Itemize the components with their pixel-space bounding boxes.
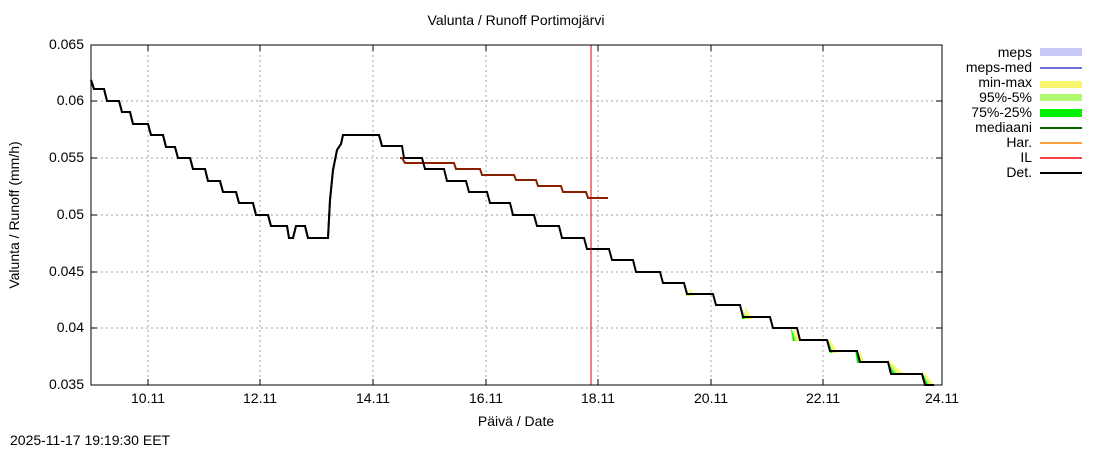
x-tick-label: 10.11 <box>131 390 165 406</box>
legend-swatches <box>1040 48 1082 174</box>
x-tick-label: 22.11 <box>806 390 840 406</box>
legend-label-min-max: min-max <box>978 74 1032 90</box>
il-series <box>400 157 608 199</box>
legend-label-95-5: 95%-5% <box>979 89 1032 105</box>
legend-label-il: IL <box>1020 149 1032 165</box>
legend-label-meps-med: meps-med <box>965 59 1032 75</box>
y-tick-label: 0.035 <box>48 376 84 392</box>
plot-frame <box>90 44 943 386</box>
x-tick-label: 24.11 <box>925 390 959 406</box>
y-tick-label: 0.055 <box>48 149 84 165</box>
legend-label-75-25: 75%-25% <box>971 104 1032 120</box>
y-axis-label: Valunta / Runoff (mm/h) <box>6 141 22 289</box>
legend-label-mediaani: mediaani <box>975 119 1032 135</box>
y-tick-label: 0.06 <box>56 92 84 108</box>
timestamp: 2025-11-17 19:19:30 EET <box>10 432 171 448</box>
legend-swatch-meps <box>1040 48 1082 56</box>
x-axis-label: Päivä / Date <box>477 413 555 429</box>
y-tick-label: 0.04 <box>56 319 84 335</box>
y-tick-label: 0.045 <box>48 263 84 279</box>
legend-label-det: Det. <box>1006 164 1032 180</box>
mediaani-series <box>90 79 400 239</box>
x-tick-label: 20.11 <box>694 390 728 406</box>
legend-label-har: Har. <box>1006 134 1032 150</box>
ensemble-bands <box>684 284 934 385</box>
x-tick-label: 14.11 <box>356 390 390 406</box>
legend-swatch-min-max <box>1040 81 1082 88</box>
y-tick-label: 0.065 <box>48 36 84 52</box>
grid <box>91 45 942 385</box>
det-series <box>90 79 934 386</box>
y-tick-label: 0.05 <box>56 206 84 222</box>
x-tick-label: 16.11 <box>469 390 503 406</box>
legend-swatch-95-5 <box>1040 94 1082 101</box>
legend-label-meps: meps <box>997 44 1032 60</box>
chart-title: Valunta / Runoff Portimojärvi <box>427 12 605 28</box>
x-tick-label: 18.11 <box>581 390 615 406</box>
legend-swatch-75-25 <box>1040 109 1082 117</box>
x-tick-label: 12.11 <box>243 390 277 406</box>
